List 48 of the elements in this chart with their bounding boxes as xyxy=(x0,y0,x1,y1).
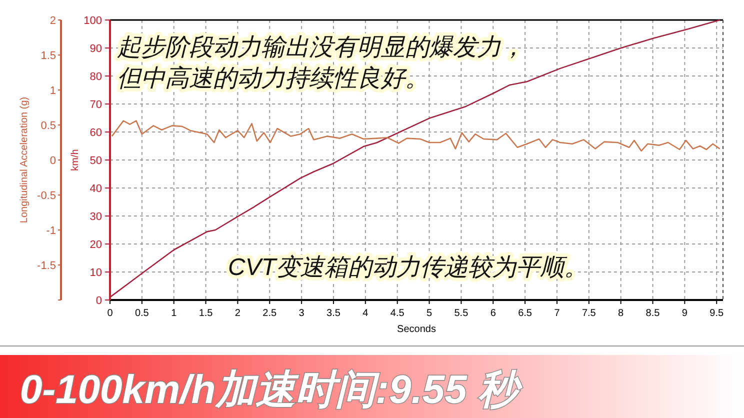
x-tick-label: 5 xyxy=(426,308,432,319)
x-tick-label: 0 xyxy=(107,308,114,319)
x-axis-title: Seconds xyxy=(397,324,436,335)
line-series xyxy=(111,120,720,152)
x-tick-label: 7 xyxy=(554,308,560,319)
x-tick-label: 6 xyxy=(490,308,496,319)
x-tick-label: 3 xyxy=(298,308,305,319)
y2-tick-label: -0.5 xyxy=(37,190,56,202)
x-tick-label: 9.5 xyxy=(710,308,724,319)
y-tick-label: 100 xyxy=(84,15,102,27)
y-tick-label: 40 xyxy=(90,183,102,195)
x-tick-label: 0.5 xyxy=(134,308,150,319)
y-tick-label: 20 xyxy=(90,239,102,251)
y2-axis-title: Longitudinal Acceleration (g) xyxy=(19,96,30,224)
x-tick-label: 5.5 xyxy=(454,308,469,319)
y-tick-label: 60 xyxy=(90,127,102,139)
x-tick-label: 1.5 xyxy=(198,308,214,319)
y2-tick-label: -1.5 xyxy=(37,260,56,272)
x-tick-label: 4 xyxy=(362,308,369,319)
line-series xyxy=(109,19,720,298)
x-tick-label: 9 xyxy=(682,308,688,319)
x-tick-label: 3.5 xyxy=(326,308,341,319)
y-axis-title: km/h xyxy=(70,149,81,171)
text: 0-100km/h加速时间:9.55 秒 xyxy=(20,368,523,412)
y-tick-label: 70 xyxy=(90,99,102,111)
y-tick-label: 30 xyxy=(90,211,102,223)
y-tick-label: 0 xyxy=(96,295,102,307)
y2-tick-label: 1.5 xyxy=(40,50,56,62)
y-tick-label: 10 xyxy=(90,267,102,279)
x-tick-label: 2.5 xyxy=(262,308,278,319)
y2-tick-label: -1 xyxy=(46,225,56,237)
y2-tick-label: 2 xyxy=(50,15,56,27)
y-tick-label: 80 xyxy=(90,71,102,83)
x-tick-label: 6.5 xyxy=(518,308,532,319)
annotation: 但中高速的动力持续性良好。 xyxy=(117,65,429,92)
y2-tick-label: 0.5 xyxy=(40,120,56,132)
y2-tick-label: 0 xyxy=(50,155,56,167)
x-tick-label: 8 xyxy=(618,308,624,319)
x-tick-label: 8.5 xyxy=(646,308,660,319)
y-tick-label: 50 xyxy=(90,155,102,167)
annotation: CVT变速箱的动力传递较为平顺。 xyxy=(228,254,588,281)
y2-tick-label: 1 xyxy=(50,85,56,97)
x-tick-label: 4.5 xyxy=(390,308,405,319)
y-tick-label: 90 xyxy=(90,43,102,55)
x-tick-label: 7.5 xyxy=(582,308,596,319)
x-tick-label: 2 xyxy=(234,308,241,319)
annotation: 起步阶段动力输出没有明显的爆发力， xyxy=(117,34,525,61)
x-tick-label: 1 xyxy=(171,308,178,319)
